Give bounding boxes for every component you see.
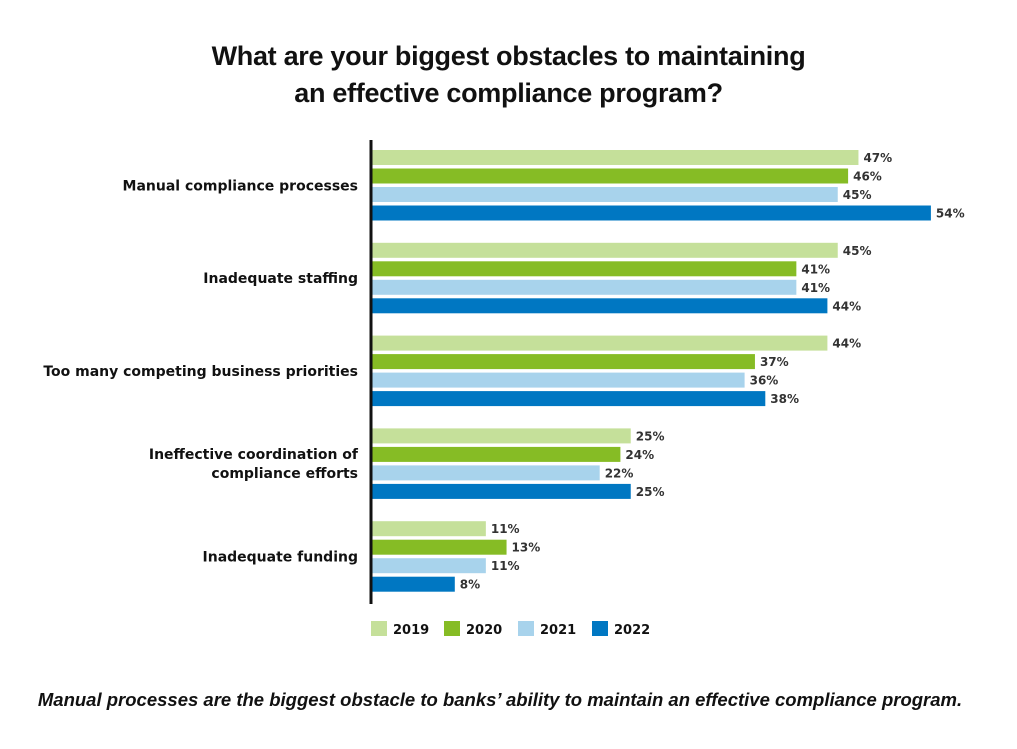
category-label-0: Manual compliance processes (123, 178, 358, 194)
bar-2022-cat-2 (372, 391, 766, 407)
bar-chart: 47%46%45%54%45%41%41%44%44%37%36%38%25%2… (43, 140, 965, 638)
legend-label-2022: 2022 (614, 623, 650, 638)
legend-swatch-2022 (592, 621, 608, 636)
value-label-2019-cat-3: 25% (636, 429, 665, 443)
category-label-2: Too many competing business priorities (43, 364, 358, 380)
bar-2020-cat-3 (372, 446, 621, 462)
bar-2022-cat-0 (372, 205, 931, 221)
legend: 2019 2020 2021 2022 (371, 621, 650, 638)
value-label-2022-cat-1: 44% (832, 299, 861, 313)
chart-title-line-2: an effective compliance program? (294, 78, 723, 108)
value-label-2020-cat-4: 13% (512, 541, 541, 555)
category-labels: Manual compliance processes Inadequate st… (43, 178, 359, 565)
bar-2021-cat-4 (372, 558, 486, 574)
bar-2021-cat-3 (372, 465, 600, 481)
chart-title-line-1: What are your biggest obstacles to maint… (211, 41, 806, 71)
category-label-3-line-1: compliance efforts (211, 466, 358, 482)
legend-swatch-2019 (371, 621, 387, 636)
bar-2021-cat-1 (372, 279, 797, 295)
category-label-4: Inadequate funding (203, 549, 358, 565)
legend-label-2019: 2019 (393, 623, 429, 638)
bar-2022-cat-1 (372, 298, 828, 314)
chart-caption: Manual processes are the biggest obstacl… (37, 689, 963, 710)
value-label-2021-cat-1: 41% (801, 281, 830, 295)
bar-2021-cat-0 (372, 187, 838, 202)
bar-2020-cat-2 (372, 354, 755, 370)
category-label-1: Inadequate staffing (203, 271, 358, 287)
bar-2022-cat-3 (372, 483, 631, 499)
bar-2019-cat-2 (372, 335, 828, 351)
bar-2019-cat-3 (372, 428, 631, 444)
bar-2022-cat-4 (372, 576, 455, 592)
value-label-2022-cat-4: 8% (460, 578, 480, 592)
value-label-2019-cat-0: 47% (863, 151, 892, 165)
value-label-2019-cat-4: 11% (491, 522, 520, 536)
value-label-2020-cat-0: 46% (853, 170, 882, 184)
legend-swatch-2020 (444, 621, 460, 636)
value-label-2020-cat-2: 37% (760, 355, 789, 369)
chart-title: What are your biggest obstacles to maint… (0, 38, 1017, 112)
legend-label-2020: 2020 (466, 623, 502, 638)
value-label-2021-cat-0: 45% (843, 188, 872, 202)
bar-2020-cat-4 (372, 539, 507, 555)
value-label-2021-cat-4: 11% (491, 559, 520, 573)
bar-2019-cat-0 (372, 150, 859, 165)
legend-swatch-2021 (518, 621, 534, 636)
bar-2019-cat-1 (372, 242, 838, 258)
value-label-2020-cat-1: 41% (801, 262, 830, 276)
value-label-2022-cat-2: 38% (770, 392, 799, 406)
value-label-2019-cat-2: 44% (832, 337, 861, 351)
bar-2020-cat-1 (372, 261, 797, 277)
bar-2019-cat-4 (372, 521, 486, 537)
value-label-2021-cat-3: 22% (605, 466, 634, 480)
value-label-2022-cat-0: 54% (936, 207, 965, 221)
bar-2021-cat-2 (372, 372, 745, 388)
bars-layer: 47%46%45%54%45%41%41%44%44%37%36%38%25%2… (372, 150, 965, 592)
category-label-3-line-0: Ineffective coordination of (149, 447, 359, 463)
bar-2020-cat-0 (372, 168, 849, 184)
value-label-2021-cat-2: 36% (750, 374, 779, 388)
value-label-2019-cat-1: 45% (843, 244, 872, 258)
legend-label-2021: 2021 (540, 623, 576, 638)
value-label-2022-cat-3: 25% (636, 485, 665, 499)
value-label-2020-cat-3: 24% (625, 448, 654, 462)
